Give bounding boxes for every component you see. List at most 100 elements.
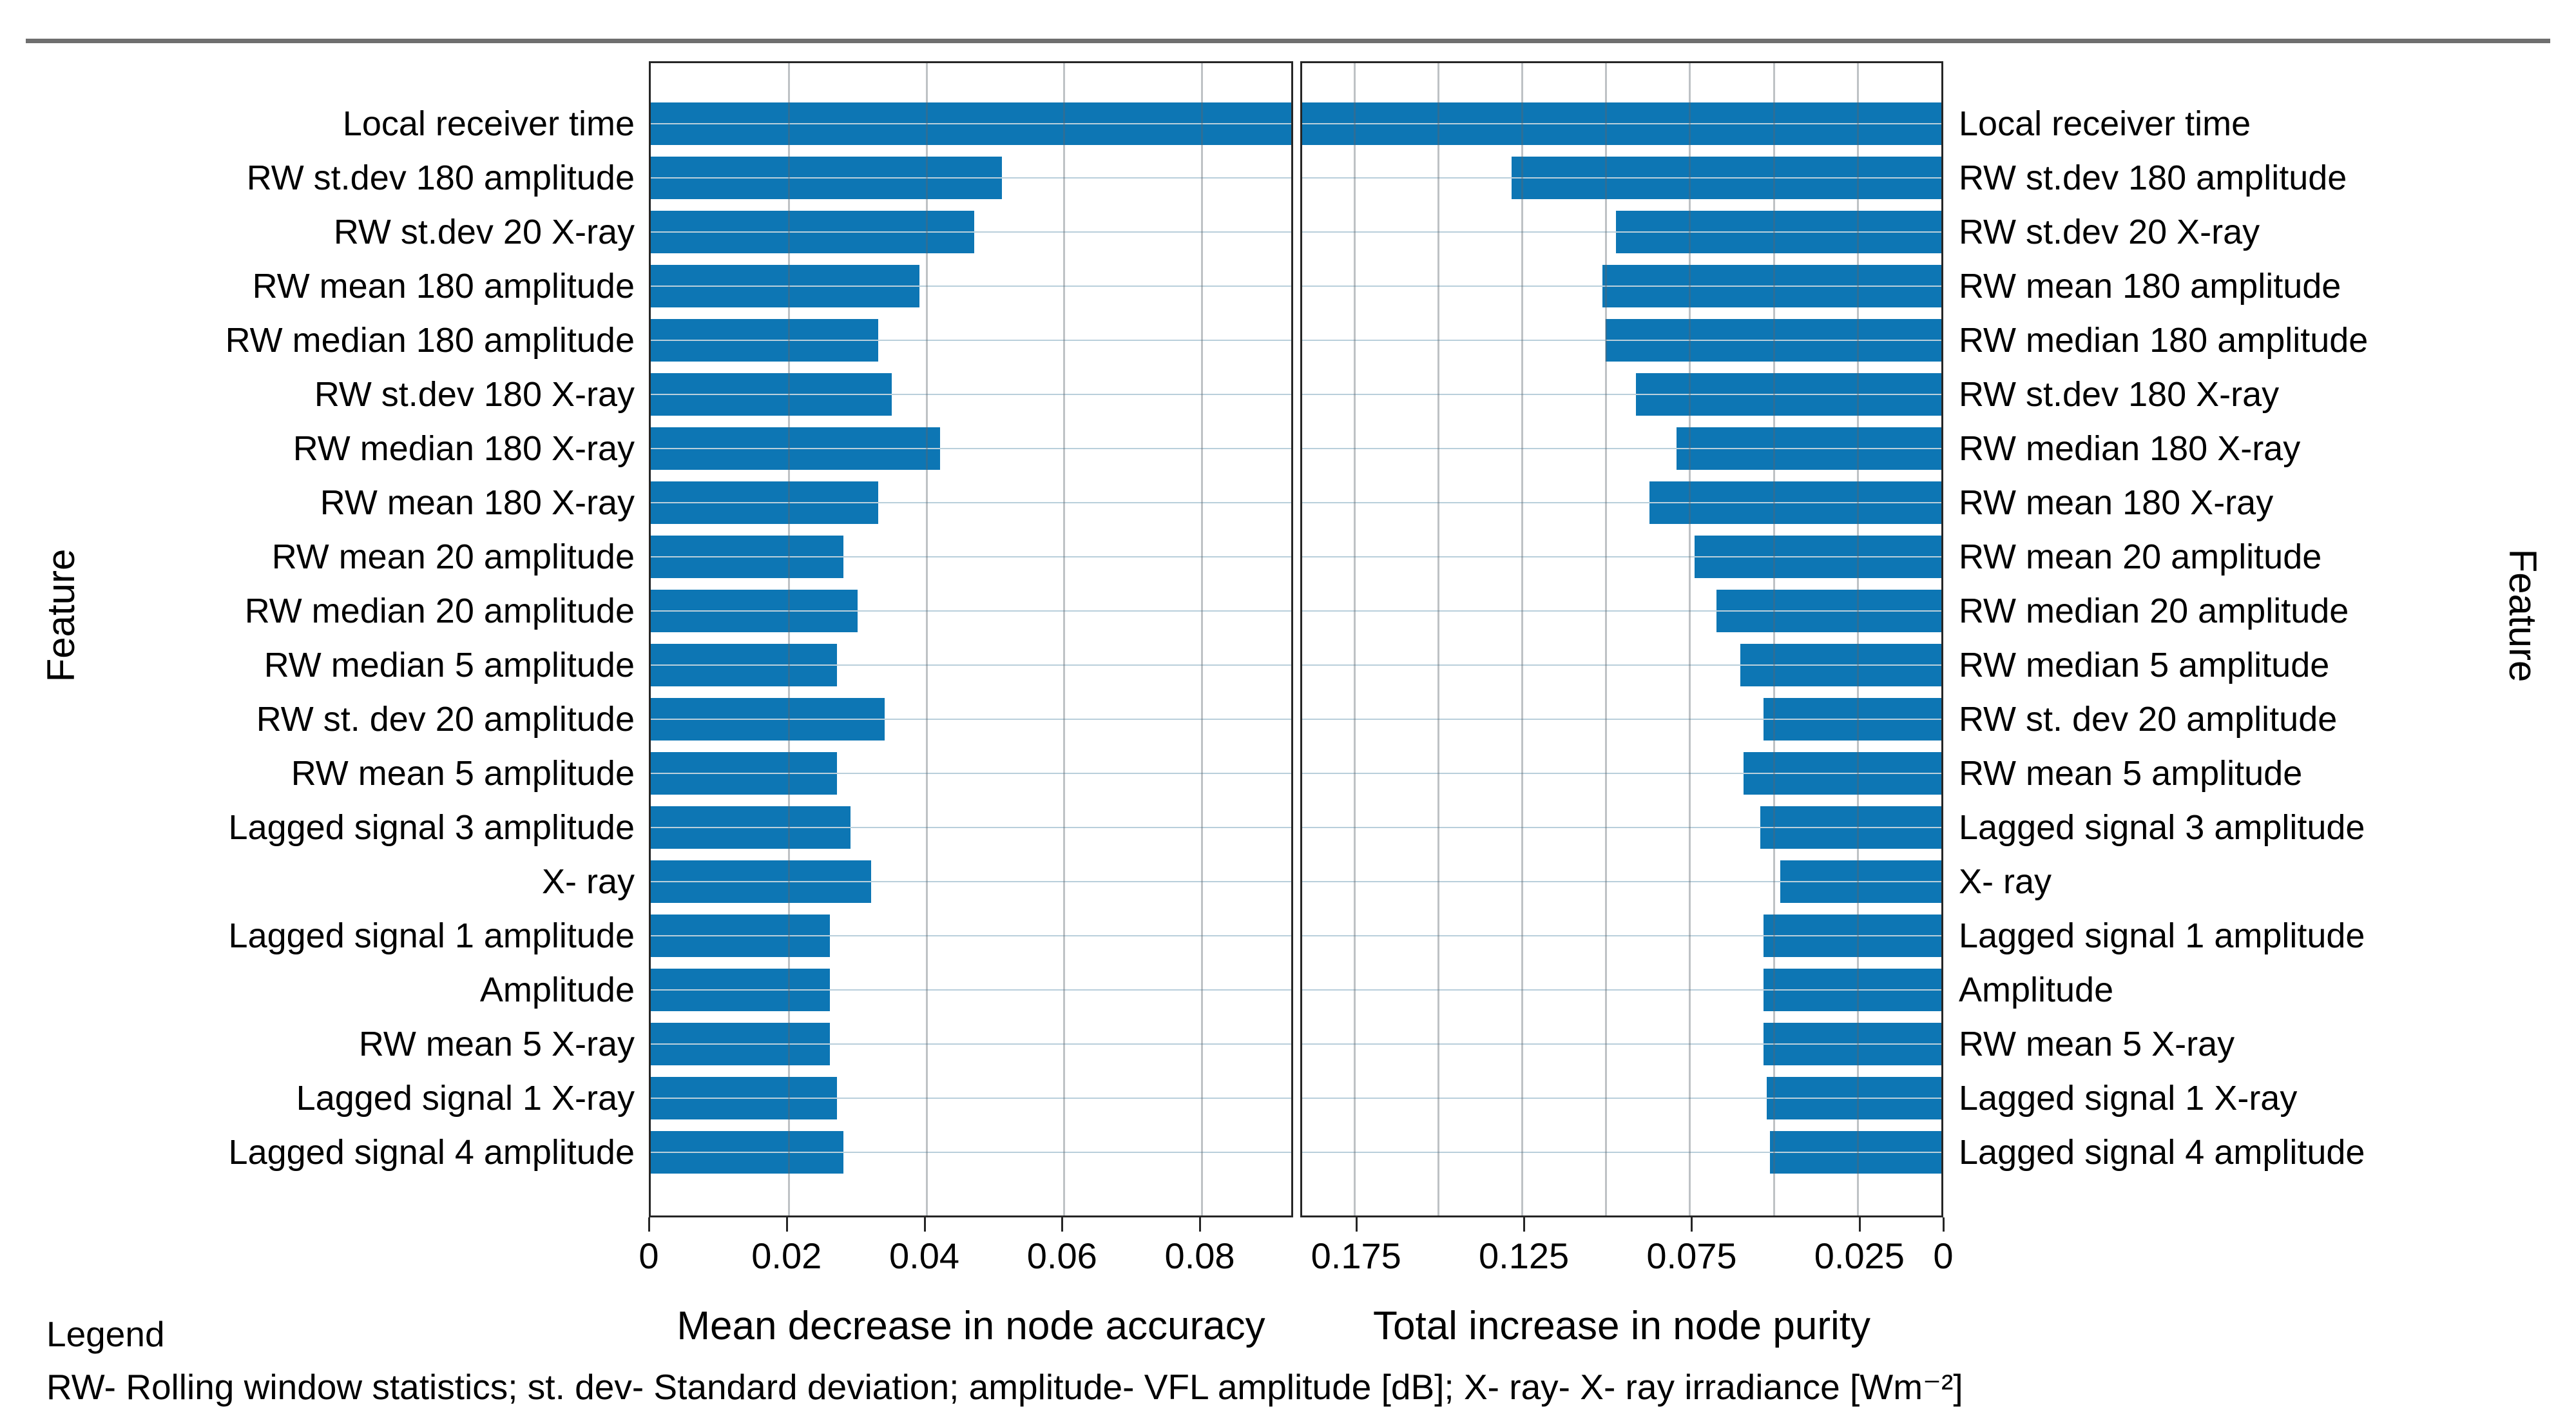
x-tick-label: 0.075: [1646, 1235, 1737, 1276]
feature-label: RW st.dev 180 X-ray: [314, 375, 635, 414]
row-gridline: [1302, 989, 1941, 991]
x-tick-mark: [1199, 1217, 1202, 1232]
top-rule: [26, 39, 2550, 43]
row-gridline: [1302, 935, 1941, 936]
feature-label: RW median 5 amplitude: [264, 646, 635, 684]
x-tick-mark: [1061, 1217, 1064, 1232]
feature-label: RW median 180 amplitude: [1959, 321, 2369, 360]
row-gridline: [1302, 719, 1941, 720]
feature-label: RW st.dev 180 amplitude: [246, 159, 635, 197]
row-gridline: [1302, 556, 1941, 557]
feature-label: RW st.dev 180 X-ray: [1959, 375, 2280, 414]
vertical-gridline: [1856, 63, 1859, 1215]
row-gridline: [1302, 123, 1941, 124]
y-axis-label-right: Feature: [2501, 548, 2544, 682]
left-plot-panel: [649, 61, 1293, 1217]
row-gridline: [1302, 231, 1941, 233]
row-gridline: [651, 286, 1291, 287]
vertical-gridline: [925, 63, 928, 1215]
x-tick-mark: [1858, 1217, 1861, 1232]
x-tick-mark: [1943, 1217, 1945, 1232]
x-tick-label: 0.025: [1814, 1235, 1905, 1276]
row-gridline: [1302, 394, 1941, 395]
row-gridline: [651, 1152, 1291, 1153]
feature-label: RW median 180 X-ray: [1959, 429, 2301, 468]
row-gridline: [651, 340, 1291, 341]
feature-label: X- ray: [541, 862, 635, 901]
feature-label: Local receiver time: [1959, 104, 2251, 143]
row-gridline: [651, 719, 1291, 720]
feature-label: Lagged signal 1 X-ray: [296, 1079, 635, 1118]
vertical-gridline: [1773, 63, 1775, 1215]
feature-label: Local receiver time: [342, 104, 635, 143]
row-gridline: [1302, 1152, 1941, 1153]
feature-label: Lagged signal 3 amplitude: [228, 808, 635, 847]
row-gridline: [1302, 502, 1941, 503]
x-tick-label: 0.02: [751, 1235, 822, 1276]
vertical-gridline: [1201, 63, 1204, 1215]
x-tick-mark: [1523, 1217, 1526, 1232]
x-tick-label: 0.175: [1311, 1235, 1401, 1276]
feature-label: RW mean 180 amplitude: [1959, 267, 2341, 305]
row-gridline: [651, 610, 1291, 612]
feature-label: RW median 20 amplitude: [1959, 592, 2349, 630]
feature-label: Lagged signal 1 amplitude: [1959, 916, 2365, 955]
x-tick-mark: [785, 1217, 788, 1232]
feature-label: Lagged signal 4 amplitude: [1959, 1133, 2365, 1172]
legend-text: RW- Rolling window statistics; st. dev- …: [46, 1367, 1963, 1407]
row-gridline: [1302, 1098, 1941, 1099]
x-tick-label: 0: [639, 1235, 659, 1276]
x-tick-mark: [1691, 1217, 1693, 1232]
row-gridline: [1302, 340, 1941, 341]
x-axis-title-right: Total increase in node purity: [1372, 1304, 1870, 1348]
row-gridline: [651, 502, 1291, 503]
row-gridline: [651, 123, 1291, 124]
row-gridline: [651, 827, 1291, 828]
feature-label: RW st.dev 20 X-ray: [1959, 213, 2260, 251]
row-gridline: [651, 556, 1291, 557]
vertical-gridline: [787, 63, 790, 1215]
x-tick-mark: [923, 1217, 926, 1232]
x-axis-title-left: Mean decrease in node accuracy: [677, 1304, 1265, 1348]
row-gridline: [651, 394, 1291, 395]
feature-label: RW median 20 amplitude: [244, 592, 635, 630]
right-plot-panel: [1300, 61, 1943, 1217]
feature-label: Lagged signal 1 X-ray: [1959, 1079, 2298, 1118]
feature-label: RW mean 180 X-ray: [1959, 483, 2274, 522]
feature-label: Amplitude: [479, 971, 635, 1009]
row-gridline: [651, 881, 1291, 882]
feature-label: RW median 5 amplitude: [1959, 646, 2330, 684]
vertical-gridline: [1437, 63, 1439, 1215]
feature-label: X- ray: [1959, 862, 2052, 901]
row-gridline: [651, 448, 1291, 449]
feature-label: RW mean 5 amplitude: [1959, 754, 2303, 793]
x-tick-mark: [648, 1217, 650, 1232]
row-gridline: [651, 231, 1291, 233]
x-tick-label: 0.06: [1026, 1235, 1097, 1276]
feature-label: Lagged signal 3 amplitude: [1959, 808, 2365, 847]
feature-label: Lagged signal 4 amplitude: [228, 1133, 635, 1172]
x-tick-label: 0: [1933, 1235, 1954, 1276]
row-gridline: [651, 177, 1291, 179]
row-gridline: [1302, 881, 1941, 882]
feature-label: RW st. dev 20 amplitude: [1959, 700, 2338, 739]
vertical-gridline: [1521, 63, 1524, 1215]
vertical-gridline: [1353, 63, 1356, 1215]
x-tick-label: 0.125: [1479, 1235, 1570, 1276]
feature-label: RW mean 180 X-ray: [320, 483, 635, 522]
row-gridline: [651, 1098, 1291, 1099]
feature-label: RW mean 180 amplitude: [252, 267, 635, 305]
vertical-gridline: [1605, 63, 1608, 1215]
row-gridline: [651, 773, 1291, 774]
row-gridline: [1302, 448, 1941, 449]
row-gridline: [651, 989, 1291, 991]
vertical-gridline: [1063, 63, 1066, 1215]
feature-label: RW st.dev 20 X-ray: [333, 213, 635, 251]
x-tick-label: 0.04: [889, 1235, 960, 1276]
y-axis-label-left: Feature: [39, 548, 82, 682]
feature-label: RW st.dev 180 amplitude: [1959, 159, 2347, 197]
feature-label: RW st. dev 20 amplitude: [256, 700, 635, 739]
row-gridline: [1302, 610, 1941, 612]
feature-label: RW median 180 amplitude: [225, 321, 635, 360]
